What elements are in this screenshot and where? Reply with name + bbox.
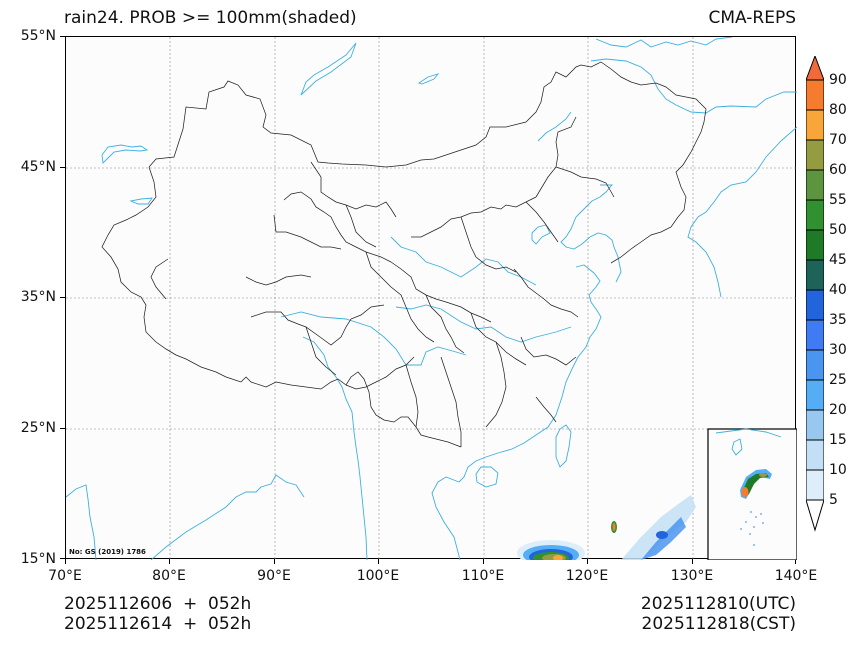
colorbar-label: 70: [829, 132, 847, 148]
colorbar-label: 45: [829, 252, 847, 268]
probability-shading: [517, 495, 696, 560]
lat-tick-55: 55°N: [20, 28, 56, 44]
lon-tick-100: 100°E: [356, 568, 400, 584]
tick-mark: [795, 559, 796, 564]
gridlines: [66, 37, 797, 560]
colorbar: [806, 56, 824, 532]
borders: [101, 61, 707, 448]
tick-mark: [60, 36, 65, 37]
tick-mark: [274, 559, 275, 564]
colorbar-label: 15: [829, 432, 847, 448]
lon-tick-70: 70°E: [48, 568, 82, 584]
lon-tick-120: 120°E: [565, 568, 609, 584]
colorbar-label: 55: [829, 192, 847, 208]
lon-tick-80: 80°E: [152, 568, 186, 584]
coastlines: [66, 37, 797, 560]
lat-tick-15: 15°N: [20, 551, 56, 567]
lat-tick-25: 25°N: [20, 420, 56, 436]
tick-mark: [483, 559, 484, 564]
lon-tick-110: 110°E: [461, 568, 505, 584]
lon-tick-90: 90°E: [257, 568, 291, 584]
tick-mark: [378, 559, 379, 564]
inset-panel: [707, 428, 797, 560]
chart-title: rain24. PROB >= 100mm(shaded): [64, 8, 357, 28]
colorbar-label: 20: [829, 402, 847, 418]
tick-mark: [65, 559, 66, 564]
colorbar-label: 80: [829, 102, 847, 118]
colorbar-label: 30: [829, 342, 847, 358]
init-time-cst: 2025112614 + 052h: [64, 614, 252, 634]
valid-time-cst: 2025112818(CST): [641, 614, 796, 634]
colorbar-label: 35: [829, 312, 847, 328]
lon-tick-130: 130°E: [670, 568, 714, 584]
colorbar-label: 40: [829, 282, 847, 298]
approval-note: No: GS (2019) 1786: [69, 548, 146, 556]
model-name: CMA-REPS: [708, 8, 796, 28]
colorbar-label: 5: [829, 492, 838, 508]
lat-tick-35: 35°N: [20, 289, 56, 305]
colorbar-label: 10: [829, 462, 847, 478]
tick-mark: [60, 297, 65, 298]
valid-time: 2025112810(UTC) 2025112818(CST): [641, 594, 796, 634]
colorbar-label: 60: [829, 162, 847, 178]
tick-mark: [60, 558, 65, 559]
tick-mark: [692, 559, 693, 564]
init-time: 2025112606 + 052h 2025112614 + 052h: [64, 594, 251, 634]
lon-tick-140: 140°E: [774, 568, 818, 584]
tick-mark: [60, 428, 65, 429]
map-panel: No: GS (2019) 1786: [65, 36, 797, 560]
colorbar-label: 90: [829, 72, 847, 88]
tick-mark: [60, 167, 65, 168]
map-canvas: [66, 37, 797, 560]
colorbar-label: 50: [829, 222, 847, 238]
colorbar-label: 25: [829, 372, 847, 388]
tick-mark: [587, 559, 588, 564]
lat-tick-45: 45°N: [20, 159, 56, 175]
valid-time-utc: 2025112810(UTC): [640, 594, 796, 614]
init-time-utc: 2025112606 + 052h: [64, 594, 252, 614]
tick-mark: [169, 559, 170, 564]
